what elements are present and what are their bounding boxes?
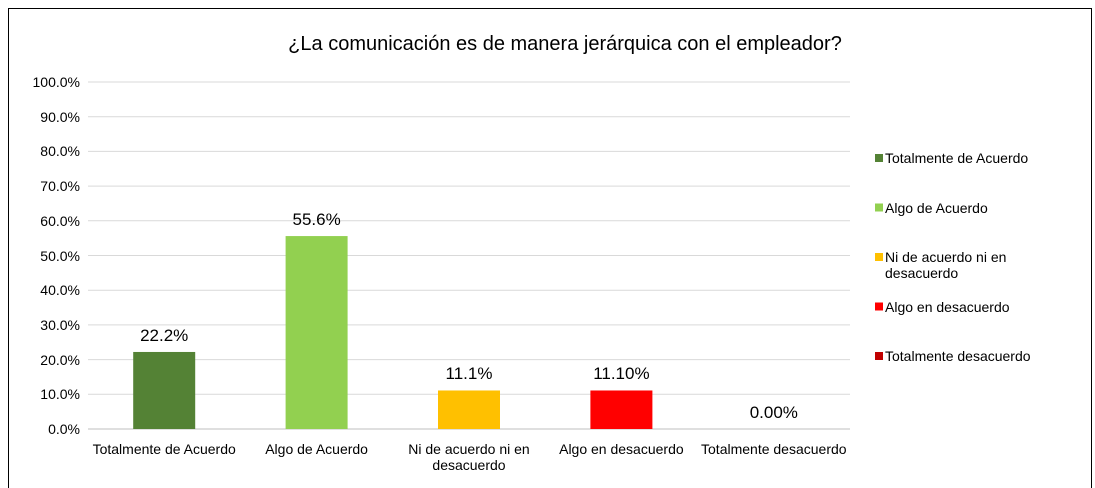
x-tick-label: Ni de acuerdo ni en desacuerdo — [408, 441, 530, 473]
x-tick-label: Totalmente desacuerdo — [701, 441, 847, 457]
legend-swatch — [875, 302, 883, 311]
x-tick-label: Totalmente de Acuerdo — [92, 441, 236, 457]
legend-swatch — [875, 154, 883, 162]
bar — [590, 390, 653, 429]
chart-title: ¿La comunicación es de manera jerárquica… — [288, 33, 842, 55]
legend-label: Algo en desacuerdo — [885, 298, 1010, 315]
y-tick-label: 0.0% — [48, 421, 80, 437]
legend-swatch — [875, 203, 883, 212]
y-tick-label: 30.0% — [40, 316, 80, 333]
y-tick-label: 10.0% — [40, 386, 80, 403]
y-tick-label: 100.0% — [32, 74, 80, 90]
y-tick-label: 60.0% — [40, 212, 80, 229]
data-label: 11.1% — [445, 364, 493, 384]
y-tick-label: 50.0% — [40, 247, 80, 264]
y-tick-label: 20.0% — [40, 351, 80, 368]
legend-label: Totalmente desacuerdo — [885, 348, 1031, 364]
data-label: 55.6% — [292, 210, 341, 230]
bar — [133, 351, 196, 429]
legend-swatch — [875, 352, 883, 360]
chart-frame — [8, 8, 1092, 488]
y-tick-label: 70.0% — [40, 178, 80, 195]
data-label: 11.10% — [593, 364, 650, 384]
y-tick-label: 80.0% — [40, 143, 80, 160]
y-tick-label: 90.0% — [40, 108, 80, 125]
bar — [285, 236, 348, 429]
data-label: 22.2% — [140, 325, 189, 345]
x-tick-label: Algo en desacuerdo — [559, 441, 684, 457]
bar — [438, 390, 500, 429]
x-tick-label: Algo de Acuerdo — [265, 441, 368, 457]
y-tick-label: 40.0% — [40, 282, 80, 299]
legend-label: Ni de acuerdo ni en desacuerdo — [885, 249, 1007, 281]
legend-label: Totalmente de Acuerdo — [885, 150, 1029, 166]
data-label: 0.00% — [749, 403, 798, 422]
legend-label: Algo de Acuerdo — [885, 199, 988, 216]
legend-swatch — [875, 253, 883, 261]
